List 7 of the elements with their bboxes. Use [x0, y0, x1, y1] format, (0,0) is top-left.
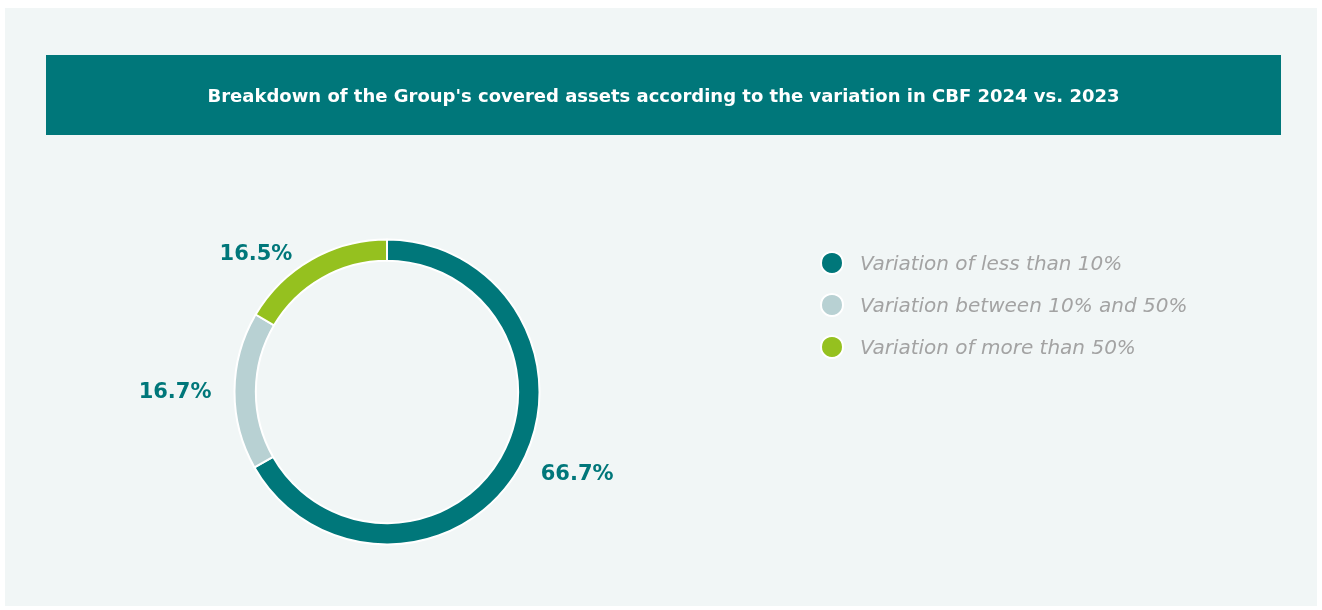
data-label: 16.7% — [138, 378, 212, 403]
legend-label: Variation between 10% and 50% — [860, 293, 1188, 317]
legend-label: Variation of more than 50% — [860, 335, 1136, 359]
chart-title: Breakdown of the Group's covered assets according to the variation in CBF 2024 vs. 2023 — [46, 55, 1281, 135]
data-label: 16.5% — [219, 240, 293, 265]
legend-label: Variation of less than 10% — [860, 251, 1123, 275]
data-label: 66.7% — [540, 460, 614, 485]
